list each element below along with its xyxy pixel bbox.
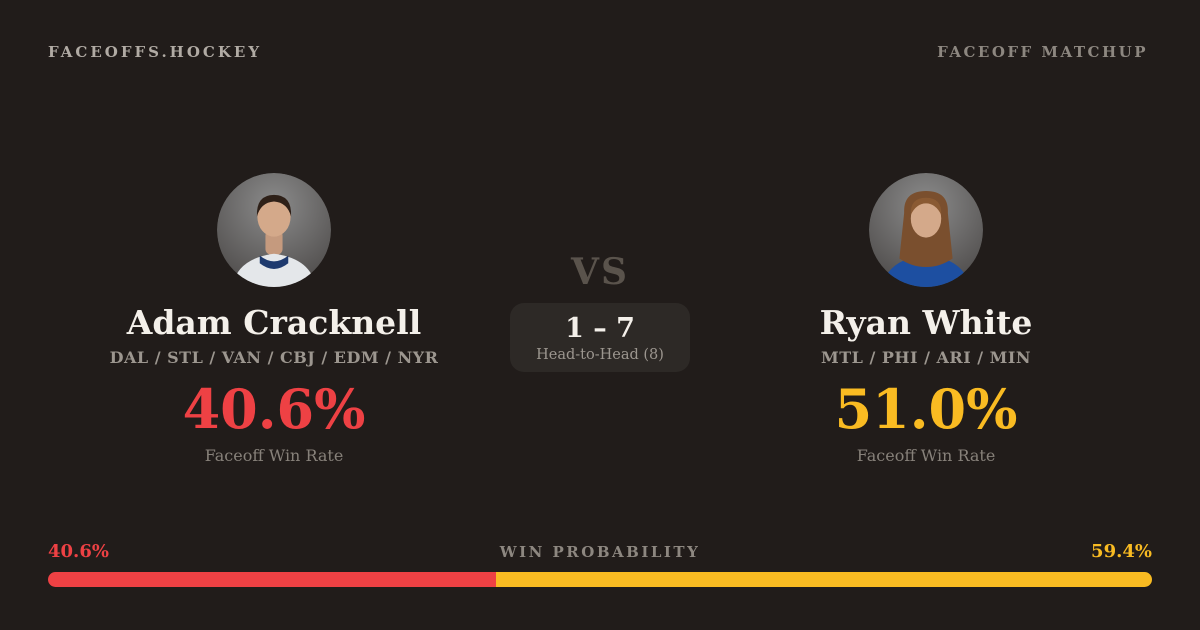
player-right-win-rate-label: Faceoff Win Rate [856,446,996,465]
win-probability-bar-right-segment [496,572,1152,587]
long-hair-player-headshot-icon [869,173,983,287]
player-right-teams: MTL / PHI / ARI / MIN [821,348,1031,367]
win-probability-left-value: 40.6% [48,541,109,562]
win-probability-bar [48,572,1152,587]
matchup-center: VS 1 – 7 Head-to-Head (8) [500,173,700,465]
win-probability-title: WIN PROBABILITY [499,543,701,561]
player-card-left: Adam Cracknell DAL / STL / VAN / CBJ / E… [48,173,500,465]
header: FACEOFFS.HOCKEY FACEOFF MATCHUP [48,43,1148,61]
win-probability-labels: 40.6% WIN PROBABILITY 59.4% [48,543,1152,561]
win-probability-right-value: 59.4% [1091,541,1152,562]
player-right-avatar [869,173,983,287]
player-left-win-rate: 40.6% [182,377,366,441]
win-probability-section: 40.6% WIN PROBABILITY 59.4% [48,543,1152,587]
head-to-head-box: 1 – 7 Head-to-Head (8) [510,303,690,373]
head-to-head-score: 1 – 7 [565,313,635,344]
win-probability-bar-left-segment [48,572,497,587]
player-card-right: Ryan White MTL / PHI / ARI / MIN 51.0% F… [700,173,1152,465]
vs-label: VS [571,251,629,293]
player-right-name: Ryan White [819,303,1033,342]
brand-text: FACEOFFS.HOCKEY [48,43,263,61]
player-left-name: Adam Cracknell [126,303,422,342]
matchup-row: Adam Cracknell DAL / STL / VAN / CBJ / E… [48,173,1152,465]
player-left-teams: DAL / STL / VAN / CBJ / EDM / NYR [109,348,439,367]
player-left-avatar [217,173,331,287]
page-label: FACEOFF MATCHUP [937,43,1148,61]
player-left-win-rate-label: Faceoff Win Rate [204,446,344,465]
player-right-win-rate: 51.0% [834,377,1018,441]
head-to-head-label: Head-to-Head (8) [536,347,664,364]
short-hair-player-headshot-icon [217,173,331,287]
